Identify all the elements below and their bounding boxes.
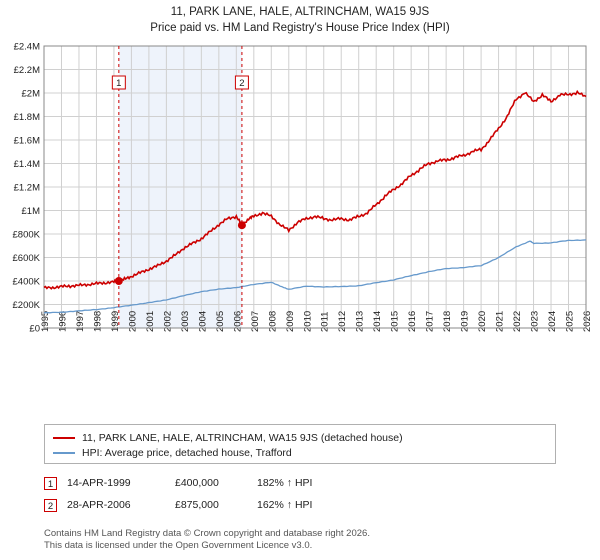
svg-text:2002: 2002 <box>162 311 173 332</box>
svg-text:£2M: £2M <box>22 89 41 100</box>
legend-label-property: 11, PARK LANE, HALE, ALTRINCHAM, WA15 9J… <box>82 431 403 444</box>
transaction-date-1: 14-APR-1999 <box>67 477 131 489</box>
svg-text:1999: 1999 <box>110 311 121 332</box>
svg-text:2: 2 <box>239 78 244 89</box>
transaction-badge-2: 2 <box>44 498 57 512</box>
svg-text:2009: 2009 <box>285 311 296 332</box>
svg-text:£1.8M: £1.8M <box>14 112 40 123</box>
svg-text:1: 1 <box>116 78 121 89</box>
transaction-price-2: £875,000 <box>175 499 219 511</box>
svg-text:£1M: £1M <box>22 206 41 217</box>
svg-text:2021: 2021 <box>495 311 506 332</box>
transaction-date-2: 28-APR-2006 <box>67 499 131 511</box>
footer-attribution: Contains HM Land Registry data © Crown c… <box>44 528 584 551</box>
chart-legend: 11, PARK LANE, HALE, ALTRINCHAM, WA15 9J… <box>44 424 556 464</box>
svg-text:£1.6M: £1.6M <box>14 136 40 147</box>
chart-title: 11, PARK LANE, HALE, ALTRINCHAM, WA15 9J… <box>0 4 600 36</box>
transaction-badge-1: 1 <box>44 476 57 490</box>
title-line-2: Price paid vs. HM Land Registry's House … <box>150 22 450 34</box>
legend-swatch-property <box>53 436 75 439</box>
svg-text:2008: 2008 <box>267 311 278 332</box>
transaction-list: 1 14-APR-1999 £400,000 182% ↑ HPI 2 28-A… <box>44 472 556 516</box>
svg-text:1996: 1996 <box>57 311 68 332</box>
svg-text:£400K: £400K <box>13 277 41 288</box>
svg-text:2020: 2020 <box>477 311 488 332</box>
svg-text:2026: 2026 <box>582 311 593 332</box>
svg-text:2011: 2011 <box>320 312 331 332</box>
svg-text:2015: 2015 <box>390 311 401 332</box>
svg-text:2022: 2022 <box>512 311 523 332</box>
transaction-row-2: 2 28-APR-2006 £875,000 162% ↑ HPI <box>44 494 556 516</box>
svg-text:2005: 2005 <box>215 311 226 332</box>
chart-plot-area: 1995 1996 1997 1998 1999 2000 2001 2002 2003 2004… <box>0 40 600 380</box>
legend-label-hpi: HPI: Average price, detached house, Traf… <box>82 446 292 459</box>
svg-text:2014: 2014 <box>372 311 383 332</box>
svg-text:£200K: £200K <box>13 300 41 311</box>
transaction-hpi-2: 162% ↑ HPI <box>257 499 313 511</box>
svg-text:2025: 2025 <box>565 311 576 332</box>
svg-text:2019: 2019 <box>460 311 471 332</box>
svg-text:£2.2M: £2.2M <box>14 65 40 76</box>
price-history-chart: 1995 1996 1997 1998 1999 2000 2001 2002 2003 2004… <box>13 42 593 335</box>
svg-text:1998: 1998 <box>92 311 103 332</box>
transaction-hpi-1: 182% ↑ HPI <box>257 477 313 489</box>
svg-text:£2.4M: £2.4M <box>14 42 40 53</box>
svg-text:2000: 2000 <box>127 311 138 332</box>
svg-text:2017: 2017 <box>425 311 436 332</box>
title-line-1: 11, PARK LANE, HALE, ALTRINCHAM, WA15 9J… <box>170 6 430 18</box>
svg-text:£1.2M: £1.2M <box>14 183 40 194</box>
footer-line-2: This data is licensed under the Open Gov… <box>44 539 313 551</box>
svg-text:2013: 2013 <box>355 311 366 332</box>
svg-text:£0: £0 <box>29 324 40 335</box>
svg-text:2024: 2024 <box>547 311 558 332</box>
svg-text:2001: 2001 <box>145 311 156 332</box>
svg-text:2003: 2003 <box>180 311 191 332</box>
svg-text:2010: 2010 <box>302 311 313 332</box>
svg-text:1997: 1997 <box>75 311 86 332</box>
svg-text:1995: 1995 <box>40 311 51 332</box>
svg-text:2012: 2012 <box>337 311 348 332</box>
legend-swatch-hpi <box>53 451 75 454</box>
legend-item-hpi: HPI: Average price, detached house, Traf… <box>53 445 547 460</box>
svg-text:£1.4M: £1.4M <box>14 159 40 170</box>
svg-text:£800K: £800K <box>13 230 41 241</box>
svg-text:2006: 2006 <box>232 311 243 332</box>
svg-text:2004: 2004 <box>197 311 208 332</box>
svg-text:2016: 2016 <box>407 311 418 332</box>
svg-text:2007: 2007 <box>250 311 261 332</box>
svg-text:2023: 2023 <box>530 311 541 332</box>
svg-text:£600K: £600K <box>13 253 41 264</box>
legend-item-property: 11, PARK LANE, HALE, ALTRINCHAM, WA15 9J… <box>53 430 547 445</box>
transaction-row-1: 1 14-APR-1999 £400,000 182% ↑ HPI <box>44 472 556 494</box>
svg-text:2018: 2018 <box>442 311 453 332</box>
transaction-price-1: £400,000 <box>175 477 219 489</box>
footer-line-1: Contains HM Land Registry data © Crown c… <box>44 528 370 539</box>
